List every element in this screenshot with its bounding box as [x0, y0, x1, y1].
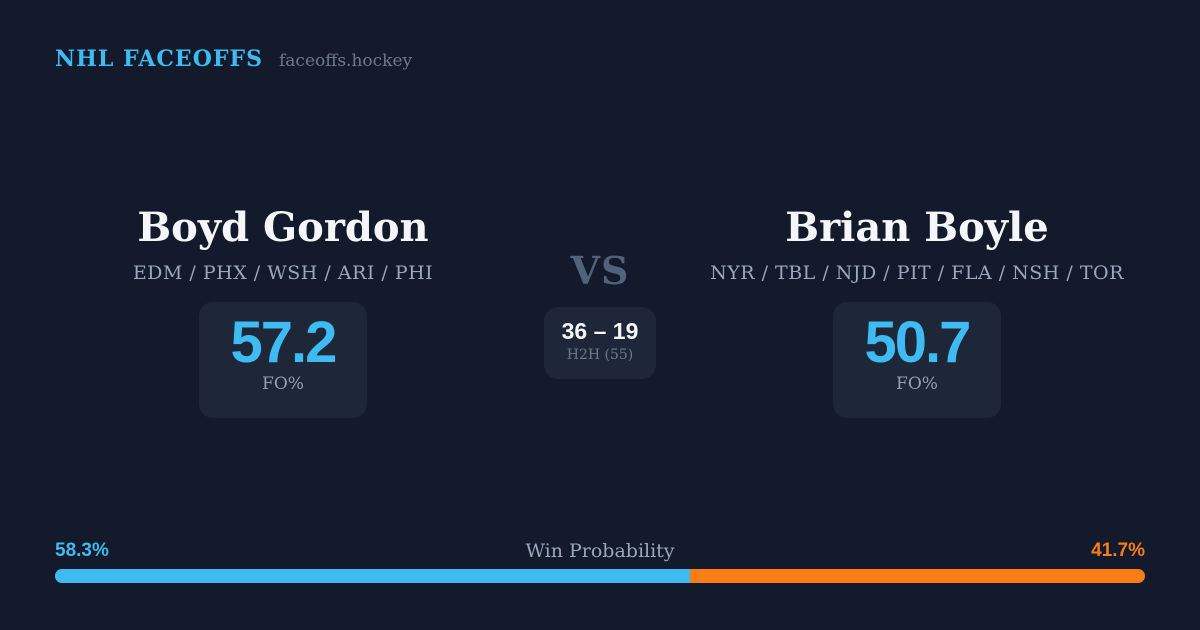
brand-title: NHL FACEOFFS	[55, 46, 263, 72]
player-right-teams: NYR / TBL / NJD / PIT / FLA / NSH / TOR	[710, 262, 1124, 284]
fo-value-left: 57.2	[230, 310, 338, 375]
player-right: Brian Boyle NYR / TBL / NJD / PIT / FLA …	[697, 204, 1137, 284]
fo-label-right: FO%	[896, 374, 938, 394]
h2h-record: 36 – 19	[561, 318, 639, 344]
win-bar-left-segment	[55, 569, 691, 583]
h2h-card: 36 – 19 H2H (55)	[544, 307, 656, 379]
versus-label: VS	[570, 248, 630, 293]
site-domain: faceoffs.hockey	[279, 51, 413, 71]
fo-card-left: 57.2 FO%	[199, 302, 367, 418]
fo-card-right: 50.7 FO%	[833, 302, 1001, 418]
win-bar-right-segment	[690, 569, 1145, 583]
player-left: Boyd Gordon EDM / PHX / WSH / ARI / PHI	[63, 204, 503, 284]
win-probability-title: Win Probability	[525, 540, 675, 562]
win-probability-labels: Win Probability 58.3% 41.7%	[55, 540, 1145, 562]
player-right-name: Brian Boyle	[785, 204, 1049, 251]
fo-label-left: FO%	[262, 374, 304, 394]
win-probability-right-percent: 41.7%	[1091, 540, 1145, 561]
player-left-teams: EDM / PHX / WSH / ARI / PHI	[132, 262, 434, 284]
win-probability-left-percent: 58.3%	[55, 540, 109, 561]
header: NHL FACEOFFS faceoffs.hockey	[55, 46, 412, 72]
player-left-name: Boyd Gordon	[137, 204, 429, 251]
h2h-sample-label: H2H (55)	[566, 347, 634, 363]
win-probability-bar	[55, 569, 1145, 583]
fo-value-right: 50.7	[864, 310, 972, 375]
